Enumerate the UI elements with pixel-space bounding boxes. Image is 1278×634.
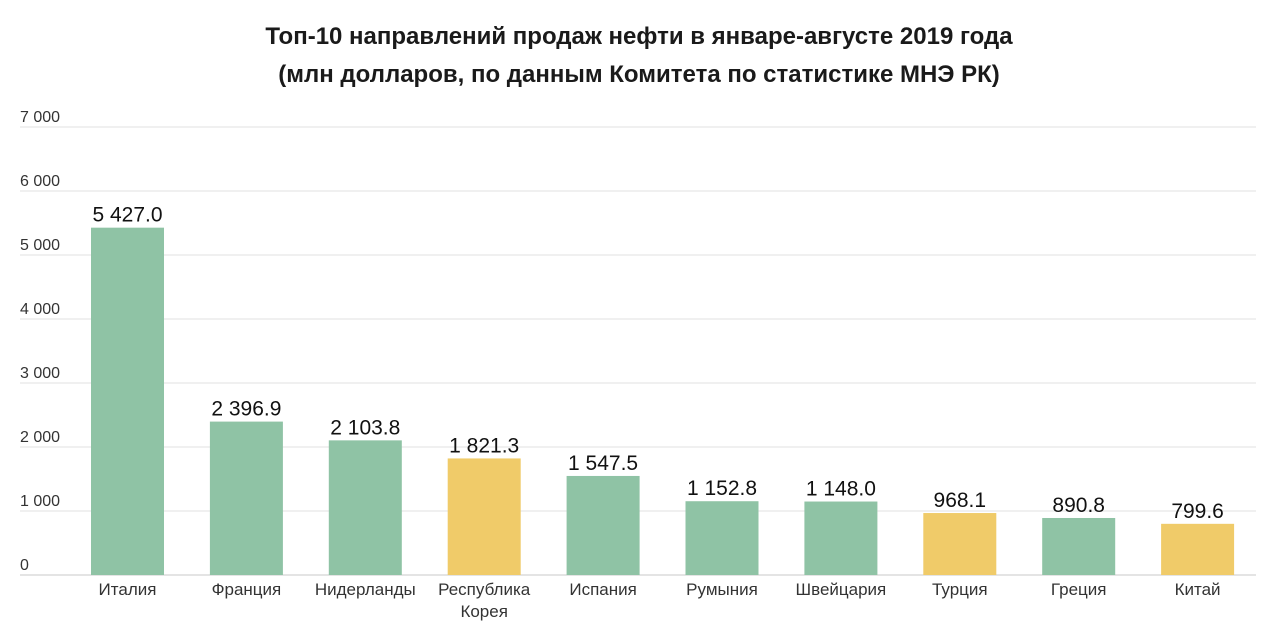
x-tick-label: Румыния	[686, 580, 758, 599]
bar	[209, 421, 283, 575]
y-tick-label: 6 000	[20, 173, 60, 190]
x-tick-label: Корея	[460, 602, 507, 621]
chart-title-block: Топ-10 направлений продаж нефти в январе…	[0, 18, 1278, 94]
data-label: 2 396.9	[211, 398, 281, 421]
data-label: 1 547.5	[568, 452, 638, 475]
y-tick-label: 7 000	[20, 109, 60, 126]
bars	[91, 227, 1235, 575]
data-label: 968.1	[934, 489, 987, 512]
y-tick-label: 4 000	[20, 301, 60, 318]
bar	[923, 513, 997, 575]
x-tick-label: Китай	[1175, 580, 1221, 599]
bar	[566, 475, 640, 575]
data-labels: 5 427.0 2 396.9 2 103.8 1 821.3 1 547.5 1 152…	[92, 204, 1223, 523]
x-tick-label: Швейцария	[796, 580, 887, 599]
bar	[447, 458, 521, 575]
data-label: 799.6	[1171, 500, 1224, 523]
x-tick-label: Нидерланды	[315, 580, 416, 599]
bar	[1042, 517, 1116, 575]
data-label: 1 821.3	[449, 434, 519, 457]
data-label: 890.8	[1052, 494, 1105, 517]
x-axis-ticks: Италия Франция Нидерланды Республика Корея Ис…	[99, 580, 1221, 621]
y-tick-label: 1 000	[20, 493, 60, 510]
x-tick-label: Италия	[99, 580, 157, 599]
gridlines	[20, 126, 1256, 576]
chart-subtitle: (млн долларов, по данным Комитета по ста…	[278, 61, 1000, 88]
bar	[328, 440, 402, 575]
bar	[804, 501, 878, 575]
data-label: 5 427.0	[92, 204, 162, 227]
bar	[685, 501, 759, 575]
x-tick-label: Франция	[212, 580, 282, 599]
y-tick-label: 0	[20, 557, 29, 574]
y-axis-ticks: 0 1 000 2 000 3 000 4 000 5 000 6 000 7 000	[20, 109, 60, 574]
chart-title: Топ-10 направлений продаж нефти в январе…	[265, 23, 1013, 50]
data-label: 1 148.0	[806, 478, 876, 501]
x-tick-label: Турция	[932, 580, 988, 599]
bar	[1161, 523, 1235, 575]
x-tick-label: Республика	[438, 580, 531, 599]
bar	[91, 227, 164, 575]
data-label: 2 103.8	[330, 416, 400, 439]
data-label: 1 152.8	[687, 477, 757, 500]
y-tick-label: 3 000	[20, 365, 60, 382]
x-tick-label: Испания	[569, 580, 636, 599]
y-tick-label: 2 000	[20, 429, 60, 446]
y-tick-label: 5 000	[20, 237, 60, 254]
x-tick-label: Греция	[1051, 580, 1107, 599]
